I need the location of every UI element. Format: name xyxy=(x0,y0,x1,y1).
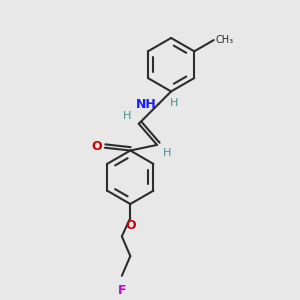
Text: O: O xyxy=(91,140,102,153)
Text: H: H xyxy=(123,111,132,121)
Text: CH₃: CH₃ xyxy=(215,35,233,45)
Text: NH: NH xyxy=(136,98,157,111)
Text: O: O xyxy=(125,220,136,232)
Text: H: H xyxy=(163,148,171,158)
Text: F: F xyxy=(118,284,126,297)
Text: H: H xyxy=(170,98,178,108)
